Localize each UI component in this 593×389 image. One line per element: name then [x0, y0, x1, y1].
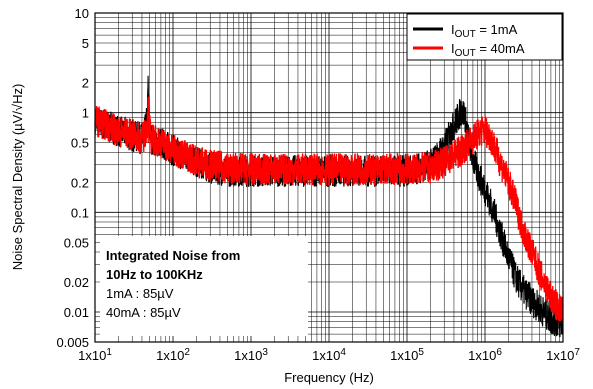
- annotation-line: 40mA : 85µV: [106, 305, 181, 320]
- x-tick-label: 1x107: [546, 347, 580, 363]
- annotation-line: Integrated Noise from: [106, 248, 240, 263]
- y-tick-label: 0.01: [64, 305, 89, 320]
- y-tick-labels: 10 5 2 1 0.5 0.2 0.1 0.05 0.02 0.01 0.005: [56, 6, 89, 350]
- y-tick-label: 10: [75, 6, 89, 21]
- y-axis-label: Noise Spectral Density (µV/√Hz): [10, 84, 25, 271]
- plot-series: [94, 75, 564, 338]
- x-tick-label: 1x105: [390, 347, 424, 363]
- y-tick-label: 0.2: [71, 175, 89, 190]
- integrated-noise-annotation: Integrated Noise from 10Hz to 100KHz 1mA :…: [100, 236, 308, 336]
- x-tick-labels: 1x101 1x102 1x103 1x104 1x105 1x106 1x107: [78, 347, 580, 363]
- x-tick-label: 1x103: [234, 347, 268, 363]
- legend-entry: IOUT = 40mA: [451, 41, 525, 59]
- x-tick-label: 1x106: [468, 347, 502, 363]
- y-tick-label: 0.005: [56, 335, 89, 350]
- x-axis-label: Frequency (Hz): [284, 370, 374, 385]
- x-tick-label: 1x102: [156, 347, 190, 363]
- legend-entry: IOUT = 1mA: [451, 22, 518, 40]
- plot-frame: [94, 12, 564, 343]
- legend-box: [406, 13, 563, 61]
- annotation-line: 10Hz to 100KHz: [106, 267, 203, 282]
- y-tick-label: 0.02: [64, 275, 89, 290]
- x-tick-label: 1x101: [78, 347, 112, 363]
- y-tick-label: 2: [82, 76, 89, 91]
- annotation-box: [100, 236, 308, 336]
- y-tick-label: 0.1: [71, 205, 89, 220]
- y-tick-label: 0.5: [71, 136, 89, 151]
- x-tick-label: 1x104: [312, 347, 346, 363]
- y-tick-label: 0.05: [64, 235, 89, 250]
- series-line: [94, 96, 564, 322]
- annotation-line: 1mA : 85µV: [106, 286, 174, 301]
- y-tick-label: 1: [82, 106, 89, 121]
- y-tick-label: 5: [82, 36, 89, 51]
